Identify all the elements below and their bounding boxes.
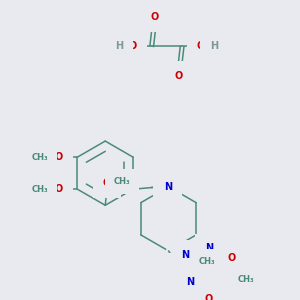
Text: O: O — [55, 184, 63, 194]
Text: CH₃: CH₃ — [198, 257, 215, 266]
Text: O: O — [151, 12, 159, 22]
Text: N: N — [205, 243, 213, 254]
Text: O: O — [103, 178, 111, 188]
Text: O: O — [196, 41, 205, 52]
Text: N: N — [163, 180, 171, 190]
Text: O: O — [129, 41, 137, 52]
Text: CH₃: CH₃ — [114, 177, 130, 186]
Text: O: O — [55, 152, 63, 162]
Text: O: O — [227, 254, 236, 263]
Text: N: N — [186, 277, 194, 287]
Text: O: O — [205, 294, 213, 300]
Text: H: H — [116, 41, 124, 52]
Text: N: N — [181, 250, 190, 260]
Text: CH₃: CH₃ — [32, 185, 49, 194]
Text: CH₃: CH₃ — [238, 275, 255, 284]
Text: N: N — [164, 182, 172, 192]
Text: CH₃: CH₃ — [32, 153, 49, 162]
Text: H: H — [210, 41, 218, 52]
Text: O: O — [175, 71, 183, 81]
